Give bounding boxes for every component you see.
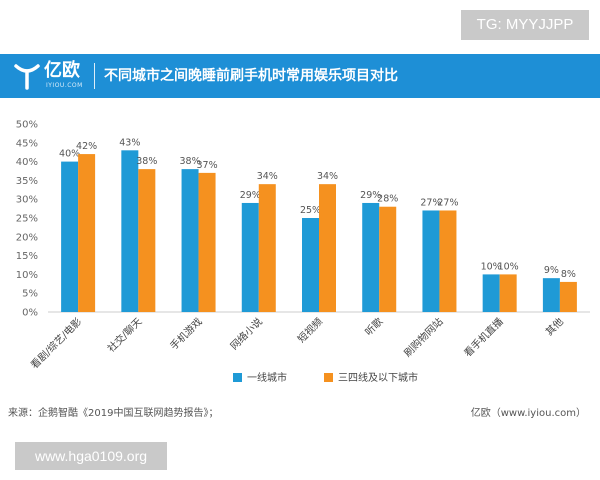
data-label: 40% bbox=[59, 149, 80, 160]
bar bbox=[78, 154, 96, 312]
y-tick-label: 50% bbox=[16, 120, 38, 131]
bar bbox=[559, 281, 577, 312]
bar bbox=[482, 274, 500, 312]
bar bbox=[121, 150, 139, 312]
y-tick-label: 0% bbox=[22, 308, 38, 319]
y-tick-label: 20% bbox=[16, 232, 38, 243]
data-label: 29% bbox=[240, 190, 261, 201]
bar bbox=[439, 210, 457, 312]
legend-label: 三四线及以下城市 bbox=[338, 371, 418, 384]
logo-icon bbox=[14, 64, 40, 90]
bar bbox=[499, 274, 517, 312]
legend-label: 一线城市 bbox=[247, 371, 287, 384]
x-tick-label: 短视频 bbox=[295, 315, 325, 345]
bar bbox=[138, 169, 156, 312]
bar bbox=[319, 184, 336, 312]
bar bbox=[241, 202, 259, 312]
watermark-bottom: www.hga0109.org bbox=[15, 442, 167, 470]
data-label: 43% bbox=[119, 137, 140, 148]
bar bbox=[258, 184, 276, 312]
data-label: 28% bbox=[377, 194, 398, 205]
y-tick-label: 10% bbox=[16, 270, 38, 281]
data-label: 25% bbox=[300, 205, 321, 216]
bar bbox=[379, 206, 397, 312]
data-label: 10% bbox=[498, 261, 519, 272]
y-tick-label: 45% bbox=[16, 138, 38, 149]
data-label: 9% bbox=[544, 265, 559, 276]
brand-site: 亿欧（www.iyiou.com） bbox=[470, 408, 586, 419]
y-tick-label: 15% bbox=[16, 251, 38, 262]
data-label: 8% bbox=[561, 269, 576, 280]
data-label: 38% bbox=[136, 156, 157, 167]
legend-swatch bbox=[324, 373, 333, 382]
x-tick-label: 看剧/综艺/电影 bbox=[28, 315, 84, 371]
header-divider bbox=[94, 63, 95, 89]
x-tick-label: 刷购物网站 bbox=[401, 315, 446, 360]
chart-title: 不同城市之间晚睡前刷手机时常用娱乐项目对比 bbox=[104, 68, 398, 84]
data-label: 42% bbox=[76, 141, 97, 152]
data-label: 38% bbox=[179, 156, 200, 167]
x-tick-label: 看手机直播 bbox=[461, 315, 506, 360]
y-tick-label: 40% bbox=[16, 157, 38, 168]
logo-subtext: IYIOU.COM bbox=[46, 82, 83, 89]
bar bbox=[422, 210, 440, 312]
x-tick-label: 社交/聊天 bbox=[105, 315, 145, 355]
y-tick-label: 30% bbox=[16, 195, 38, 206]
bar bbox=[181, 169, 199, 312]
legend-swatch bbox=[233, 373, 242, 382]
x-tick-label: 其他 bbox=[543, 315, 566, 338]
data-label: 27% bbox=[420, 197, 441, 208]
watermark-top: TG: MYYJJPP bbox=[461, 10, 589, 40]
source-note: 来源：企鹅智酷《2019中国互联网趋势报告》； bbox=[8, 408, 219, 419]
logo-text: 亿欧 bbox=[44, 60, 80, 81]
bar bbox=[362, 202, 380, 312]
bar bbox=[542, 278, 560, 312]
bar bbox=[61, 161, 79, 312]
chart-header: 亿欧 IYIOU.COM 不同城市之间晚睡前刷手机时常用娱乐项目对比 bbox=[0, 54, 600, 98]
data-label: 27% bbox=[437, 197, 458, 208]
data-label: 34% bbox=[317, 171, 338, 182]
data-label: 10% bbox=[481, 261, 502, 272]
data-label: 29% bbox=[360, 190, 381, 201]
x-tick-label: 听歌 bbox=[362, 315, 385, 338]
x-tick-label: 网络小说 bbox=[227, 315, 264, 352]
chart-area: 0%5%10%15%20%25%30%35%40%45%50%40%42%看剧/… bbox=[16, 120, 590, 384]
y-tick-label: 25% bbox=[16, 214, 38, 225]
x-tick-label: 手机游戏 bbox=[167, 315, 204, 352]
bar bbox=[198, 172, 216, 312]
y-tick-label: 5% bbox=[22, 289, 38, 300]
data-label: 34% bbox=[257, 171, 278, 182]
y-tick-label: 35% bbox=[16, 176, 38, 187]
data-label: 37% bbox=[196, 160, 217, 171]
bar bbox=[302, 218, 319, 312]
